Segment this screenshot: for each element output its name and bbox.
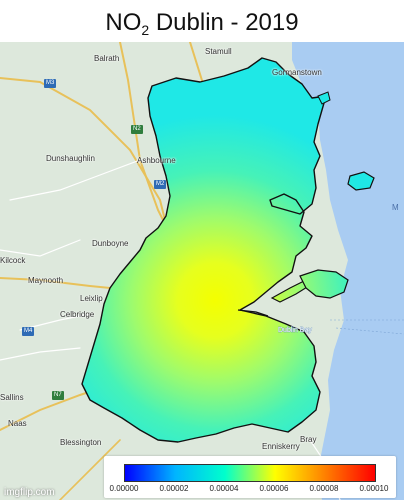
colorbar-tick-4: 0.00008 [309, 484, 339, 493]
place-naas: Naas [8, 419, 27, 428]
sea-dash-2 [335, 327, 404, 335]
place-maynooth: Maynooth [28, 276, 64, 285]
road-local-4 [0, 239, 81, 257]
dublin-no2-overlay [81, 57, 327, 443]
road-shield-m4: M4 [22, 327, 35, 336]
road-local-3 [0, 347, 81, 361]
road-local-2 [19, 313, 91, 331]
place-ashbourne: Ashbourne [137, 156, 176, 165]
place-leixlip: Leixlip [80, 294, 103, 303]
colorbar-tick-0: 0.00000 [109, 484, 139, 493]
place-celbridge: Celbridge [60, 310, 95, 319]
place-blessington: Blessington [60, 438, 102, 447]
road-shield-m3: M3 [44, 79, 57, 88]
road-shield-m2: M2 [154, 180, 167, 189]
colorbar-tick-1: 0.00002 [159, 484, 189, 493]
place-gormanstown: Gormanstown [272, 68, 322, 77]
road-local-1 [9, 159, 141, 201]
colorbar-legend: 0.00000 0.00002 0.00004 0.00006 0.00008 … [104, 456, 396, 498]
place-bray: Bray [300, 435, 317, 444]
place-dublin-bay: Dublin Bay [278, 327, 312, 334]
ireland-eye [317, 91, 331, 105]
road-n81 [59, 439, 121, 500]
colorbar-gradient [124, 464, 376, 482]
colorbar-tick-2: 0.00004 [209, 484, 239, 493]
place-kilcock: Kilcock [0, 256, 26, 265]
colorbar-tick-3: 0.00006 [259, 484, 289, 493]
map-panel: Dublin Bay M Stamull Balrath Gormanstown… [0, 42, 404, 500]
road-shield-n2: N2 [131, 125, 143, 134]
sea-label: M [392, 203, 399, 212]
dublin-port-pier [237, 309, 269, 317]
irish-sea [292, 42, 404, 500]
watermark: imgflip.com [4, 487, 55, 498]
place-stamullen: Stamull [205, 47, 232, 56]
title-subscript: 2 [141, 22, 150, 38]
map-title: NO2 Dublin - 2019 [0, 6, 404, 40]
road-network [0, 42, 341, 500]
colorbar-tick-5: 0.00010 [359, 484, 389, 493]
howth-peninsula [299, 269, 349, 299]
title-suffix: Dublin - 2019 [149, 9, 299, 36]
place-dunshaughlin: Dunshaughlin [46, 154, 95, 163]
place-balrath: Balrath [94, 54, 120, 63]
lambay-island [347, 171, 375, 191]
place-dunboyne: Dunboyne [92, 239, 129, 248]
road-shield-n7: N7 [52, 391, 64, 400]
title-no: NO [105, 9, 142, 36]
road-n2 [119, 42, 179, 251]
map-canvas: Dublin Bay M [0, 42, 404, 500]
road-m3 [0, 77, 171, 241]
place-sallins: Sallins [0, 393, 24, 402]
place-enniskerry: Enniskerry [262, 442, 300, 451]
